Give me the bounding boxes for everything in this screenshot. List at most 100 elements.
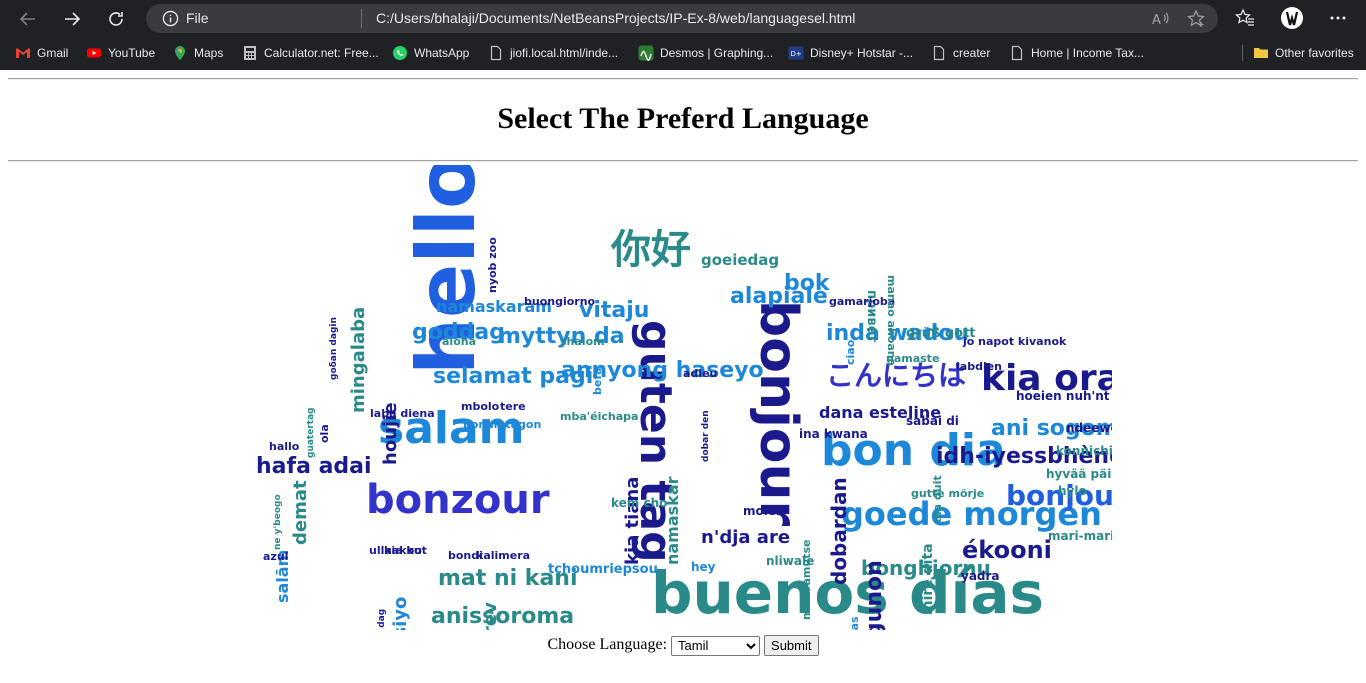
refresh-icon bbox=[109, 12, 123, 26]
cloud-word: ola bbox=[318, 424, 331, 443]
cloud-word: mbolo bbox=[461, 400, 500, 413]
favorites-button[interactable] bbox=[1233, 6, 1257, 30]
browser-toolbar: File C:/Users/bhalaji/Documents/NetBeans… bbox=[0, 0, 1366, 36]
horizontal-rule-top bbox=[8, 78, 1358, 80]
cloud-word: alapiale bbox=[730, 284, 828, 309]
cloud-word: bok bbox=[784, 271, 831, 296]
forward-button[interactable] bbox=[58, 5, 86, 33]
profile-avatar[interactable] bbox=[1280, 6, 1304, 30]
cloud-word: ékooni bbox=[962, 536, 1052, 564]
cloud-word: bonzour bbox=[366, 477, 550, 523]
cloud-word: adieu bbox=[683, 367, 717, 380]
hotstar-icon: D+ bbox=[788, 45, 804, 61]
bookmark-jiofi[interactable]: jiofi.local.html/inde... bbox=[488, 44, 618, 62]
cloud-word: ullaakkut bbox=[369, 544, 427, 557]
cloud-word: ani sogomen bbox=[991, 416, 1112, 441]
cloud-word: idh-iyessbhène bbox=[936, 444, 1112, 469]
avatar-icon bbox=[1281, 7, 1303, 29]
cloud-word: konnichi wa bbox=[1056, 444, 1112, 458]
scheme-label: File bbox=[186, 10, 209, 26]
cloud-word: guten tag bbox=[630, 320, 681, 563]
bookmarks-divider bbox=[1242, 45, 1243, 61]
cloud-word: bonjour bbox=[748, 300, 808, 527]
cloud-word: houjie bbox=[380, 402, 401, 465]
bookmark-hotstar[interactable]: D+ Disney+ Hotstar -... bbox=[788, 44, 913, 62]
browser-chrome: File C:/Users/bhalaji/Documents/NetBeans… bbox=[0, 0, 1366, 70]
cloud-word: namaste bbox=[886, 352, 939, 365]
cloud-word: azul bbox=[263, 550, 288, 563]
bookmark-gmail[interactable]: Gmail bbox=[15, 44, 68, 62]
cloud-word: namaskaram bbox=[436, 297, 552, 316]
bookmark-whatsapp[interactable]: WhatsApp bbox=[392, 44, 469, 62]
bookmark-maps[interactable]: Maps bbox=[172, 44, 223, 62]
add-favorite-icon[interactable] bbox=[1186, 9, 1206, 29]
bookmark-calculator[interactable]: Calculator.net: Free... bbox=[242, 44, 379, 62]
back-button[interactable] bbox=[14, 5, 42, 33]
cloud-word: jo napot kivanok bbox=[962, 335, 1067, 348]
cloud-word: hallo bbox=[269, 440, 300, 453]
settings-menu-button[interactable] bbox=[1326, 6, 1350, 30]
cloud-word: salam bbox=[378, 403, 525, 454]
horizontal-rule-bottom bbox=[8, 160, 1358, 162]
url-text[interactable]: C:/Users/bhalaji/Documents/NetBeansProje… bbox=[376, 10, 856, 26]
cloud-word: ina kwana bbox=[799, 427, 868, 441]
bookmark-label: Gmail bbox=[37, 46, 69, 60]
language-form: Choose Language: Tamil Submit bbox=[0, 635, 1366, 656]
cloud-word: buenos días bbox=[651, 559, 1044, 627]
cloud-word: bonjou bbox=[1006, 479, 1112, 512]
bookmark-label: Maps bbox=[194, 46, 224, 60]
other-favorites-folder[interactable]: Other favorites bbox=[1253, 44, 1354, 62]
cloud-word: kalimera bbox=[476, 549, 530, 562]
cloud-word: dobar den bbox=[701, 410, 711, 462]
bookmark-label: Home | Income Tax... bbox=[1031, 46, 1144, 60]
bookmark-youtube[interactable]: YouTube bbox=[86, 44, 155, 62]
cloud-word: befa bbox=[591, 367, 604, 395]
cloud-word: rojbas bbox=[848, 616, 861, 630]
cloud-word: tchoumriepsou bbox=[548, 562, 658, 577]
choose-language-label: Choose Language: bbox=[547, 636, 668, 654]
cloud-word: salām bbox=[273, 550, 292, 603]
calculator-icon bbox=[242, 45, 258, 61]
gmail-icon bbox=[15, 45, 31, 61]
cloud-word: egunon bbox=[862, 560, 887, 630]
cloud-word: namaskar bbox=[663, 476, 682, 565]
info-icon[interactable] bbox=[162, 10, 179, 27]
cloud-word: osiyo bbox=[390, 597, 411, 630]
cloud-word: guatertag bbox=[306, 407, 316, 458]
bookmark-label: YouTube bbox=[108, 46, 156, 60]
bookmark-desmos[interactable]: Desmos | Graphing... bbox=[638, 44, 773, 62]
cloud-word: goδan dagin bbox=[329, 317, 339, 380]
bookmark-creater[interactable]: creater bbox=[931, 44, 990, 62]
cloud-word: dia duit bbox=[931, 475, 944, 523]
cloud-word: bondi bbox=[448, 549, 483, 562]
cloud-word: yadra bbox=[961, 569, 1000, 583]
bookmark-label: jiofi.local.html/inde... bbox=[510, 46, 619, 60]
omnibox-separator bbox=[361, 9, 362, 28]
cloud-word: mingalaba bbox=[348, 307, 369, 413]
favorites-icon bbox=[1235, 8, 1254, 26]
cloud-word: goeiedag bbox=[701, 251, 779, 269]
cloud-word: mari-mari bbox=[1048, 529, 1112, 543]
cloud-word: kia tiana bbox=[622, 477, 643, 565]
bookmark-income-tax[interactable]: Home | Income Tax... bbox=[1009, 44, 1144, 62]
page-content: Select The Preferd Language hello bonjour… bbox=[0, 70, 1366, 683]
cloud-word: kia bo bbox=[384, 544, 422, 557]
cloud-word: myttyn da bbox=[498, 324, 625, 349]
bookmarks-bar: Gmail YouTube Maps Calculator.net: Free.… bbox=[0, 36, 1366, 70]
svg-text:A: A bbox=[1152, 13, 1161, 28]
address-bar[interactable]: File C:/Users/bhalaji/Documents/NetBeans… bbox=[146, 4, 1218, 33]
maps-icon bbox=[172, 45, 188, 61]
cloud-word: mba'éichapa bbox=[560, 410, 638, 423]
language-select[interactable]: Tamil bbox=[671, 635, 761, 656]
page-icon bbox=[1009, 45, 1025, 61]
cloud-word: ne y'beogo bbox=[273, 494, 283, 550]
cloud-word: vitaju bbox=[579, 298, 649, 323]
whatsapp-icon bbox=[392, 45, 408, 61]
cloud-word: привет bbox=[864, 290, 879, 342]
cloud-word: dana esteline bbox=[819, 403, 941, 422]
refresh-button[interactable] bbox=[102, 5, 130, 33]
cloud-word: gamarjoba bbox=[829, 295, 895, 308]
cloud-word: moien bbox=[743, 504, 785, 518]
submit-button[interactable]: Submit bbox=[764, 635, 819, 656]
read-aloud-icon[interactable]: A bbox=[1150, 9, 1170, 29]
